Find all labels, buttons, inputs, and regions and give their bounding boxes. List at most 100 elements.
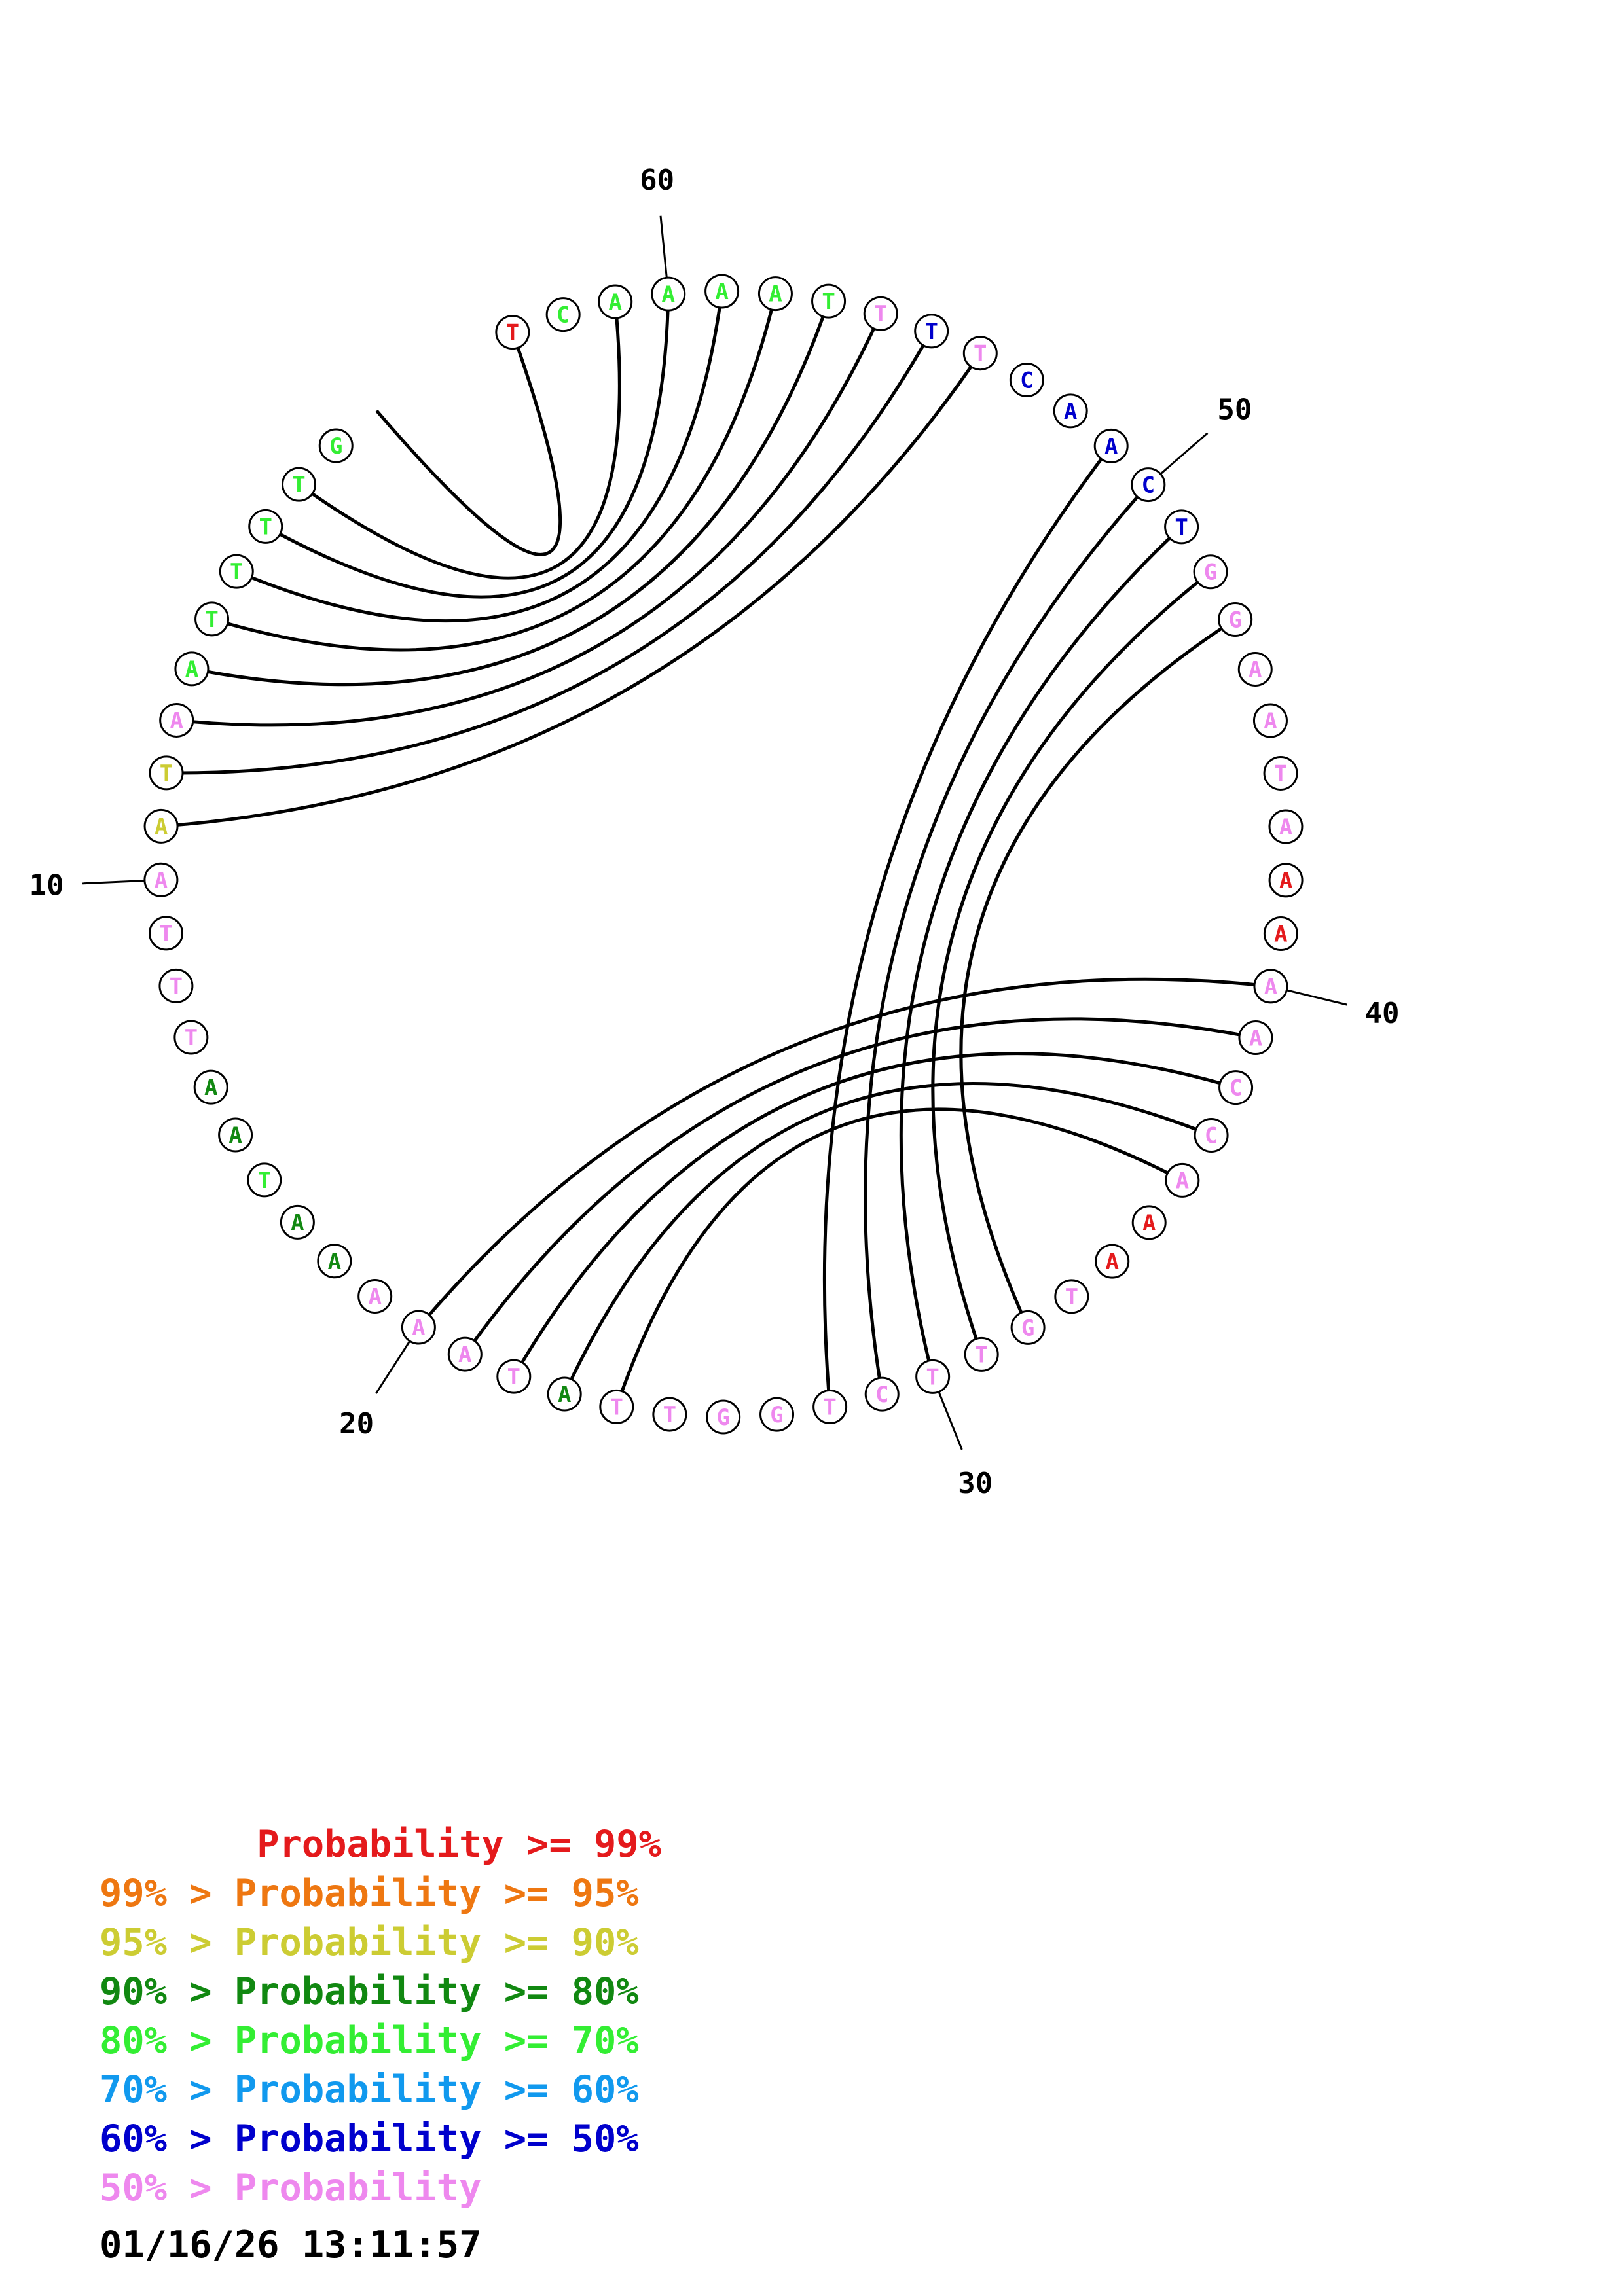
nucleotide: T	[194, 601, 230, 637]
nucleotide-base: T	[230, 559, 243, 585]
nucleotide-base: T	[185, 1025, 198, 1051]
nucleotide: A	[280, 1204, 315, 1240]
nucleotide-circle	[914, 314, 949, 349]
nucleotide-circle	[759, 1397, 795, 1432]
legend-entry: 50% > Probability	[100, 2166, 482, 2210]
nucleotide-circle	[174, 651, 210, 687]
nucleotide-circle	[401, 1310, 436, 1345]
nucleotide-circle	[547, 1376, 582, 1412]
basepair-arc	[959, 618, 1237, 1329]
nucleotide-circle	[812, 1389, 848, 1424]
nucleotide-circle	[706, 1399, 741, 1435]
index-ticks: 10 20 30 40 50 60	[29, 164, 1400, 1500]
nucleotide: T	[1054, 1279, 1089, 1314]
legend-entry: 60% > Probability >= 50%	[100, 2117, 639, 2161]
nucleotide-base: T	[507, 1364, 520, 1390]
nucleotide-circle	[964, 1336, 999, 1372]
nucleotide: T	[248, 509, 283, 544]
nucleotide-circle	[1218, 601, 1253, 637]
nucleotide-circle	[495, 315, 530, 350]
nucleotide: A	[1268, 863, 1304, 898]
nucleotide: T	[219, 554, 254, 589]
nucleotide-circle	[1253, 969, 1288, 1004]
legend-entry: 70% > Probability >= 60%	[100, 2068, 639, 2111]
nucleotide: A	[174, 651, 210, 687]
basepair-arcs	[160, 291, 1271, 1408]
basepair-arc	[160, 352, 982, 828]
nucleotide-circle	[1268, 863, 1304, 898]
nucleotide-circle	[317, 1244, 352, 1279]
nucleotide-circle	[1194, 1117, 1229, 1153]
nucleotide-circle	[652, 1397, 687, 1432]
nucleotide: T	[964, 1336, 999, 1372]
nucleotide-base: A	[412, 1315, 425, 1341]
nucleotide: T	[914, 314, 949, 349]
nucleotide-circle	[1237, 651, 1273, 687]
nucleotide-base: A	[769, 281, 782, 308]
nucleotide-base: T	[160, 761, 173, 787]
nucleotide-base: A	[1279, 868, 1292, 894]
nucleotide-base: A	[608, 289, 621, 315]
nucleotide-base: T	[926, 1364, 939, 1390]
nucleotide: T	[1263, 755, 1298, 791]
nucleotide: A	[447, 1336, 483, 1372]
nucleotide-circle	[143, 808, 179, 844]
nucleotide-circle	[496, 1359, 532, 1394]
nucleotide: T	[915, 1359, 951, 1394]
basepair-arc	[899, 526, 1183, 1378]
nucleotide: A	[1131, 1205, 1167, 1240]
nucleotide-circle	[1164, 509, 1199, 545]
nucleotide-base: A	[1274, 921, 1287, 947]
nucleotide-circle	[599, 1389, 634, 1424]
basepair-arc	[236, 291, 724, 623]
nucleotide-base: C	[1020, 367, 1033, 393]
nucleotide: A	[1268, 809, 1304, 844]
nucleotide-base: T	[1175, 514, 1188, 541]
nucleotide-base: A	[1176, 1168, 1189, 1194]
basepair-arc	[166, 330, 933, 775]
nucleotide: C	[1009, 362, 1044, 397]
nucleotide: A	[1252, 703, 1288, 738]
basepair-arc	[191, 300, 830, 687]
nucleotide-circle	[1009, 362, 1044, 397]
nucleotide-base: A	[1249, 1026, 1262, 1052]
nucleotide: T	[173, 1020, 209, 1055]
basepair-arc	[211, 293, 777, 652]
nucleotide-base: T	[610, 1394, 623, 1420]
nucleotide-base: C	[875, 1382, 888, 1408]
basepair-arc	[375, 331, 562, 556]
nucleotide-circle	[1054, 1279, 1089, 1314]
basepair-arc	[264, 294, 670, 599]
nucleotide-base: A	[228, 1122, 242, 1149]
nucleotide-base: A	[368, 1283, 381, 1310]
nucleotide-circle	[1131, 467, 1166, 503]
nucleotide-circle	[545, 297, 581, 332]
nucleotide: T	[495, 315, 530, 350]
legend-entry: 99% > Probability >= 95%	[100, 1872, 639, 1915]
nucleotide: A	[1237, 651, 1273, 687]
nucleotide-base: A	[1264, 708, 1277, 734]
nucleotide-circle	[704, 274, 740, 309]
nucleotide: T	[599, 1389, 634, 1424]
nucleotide: G	[759, 1397, 795, 1432]
nucleotide-circle	[282, 467, 317, 502]
nucleotide-circle	[318, 428, 354, 463]
nucleotide-circle	[811, 283, 847, 319]
nucleotide-base: A	[1279, 814, 1292, 840]
nucleotide: C	[864, 1376, 900, 1412]
nucleotide-circle	[1131, 1205, 1167, 1240]
nucleotide-circle	[357, 1278, 393, 1314]
nucleotide: T	[811, 283, 847, 319]
nucleotide: A	[143, 808, 179, 844]
index-tick-line	[1286, 989, 1347, 1006]
timestamp: 01/16/26 13:11:57	[100, 2223, 482, 2267]
nucleotide-base: T	[822, 289, 835, 315]
nucleotide-circle	[915, 1359, 951, 1394]
nucleotide-circle	[1010, 1310, 1046, 1345]
nucleotide-base: G	[1021, 1315, 1034, 1341]
nucleotide-base: T	[1274, 761, 1287, 787]
basepair-arc	[512, 1052, 1237, 1378]
nucleotide: T	[863, 296, 898, 331]
nucleotide-base: A	[715, 279, 728, 305]
